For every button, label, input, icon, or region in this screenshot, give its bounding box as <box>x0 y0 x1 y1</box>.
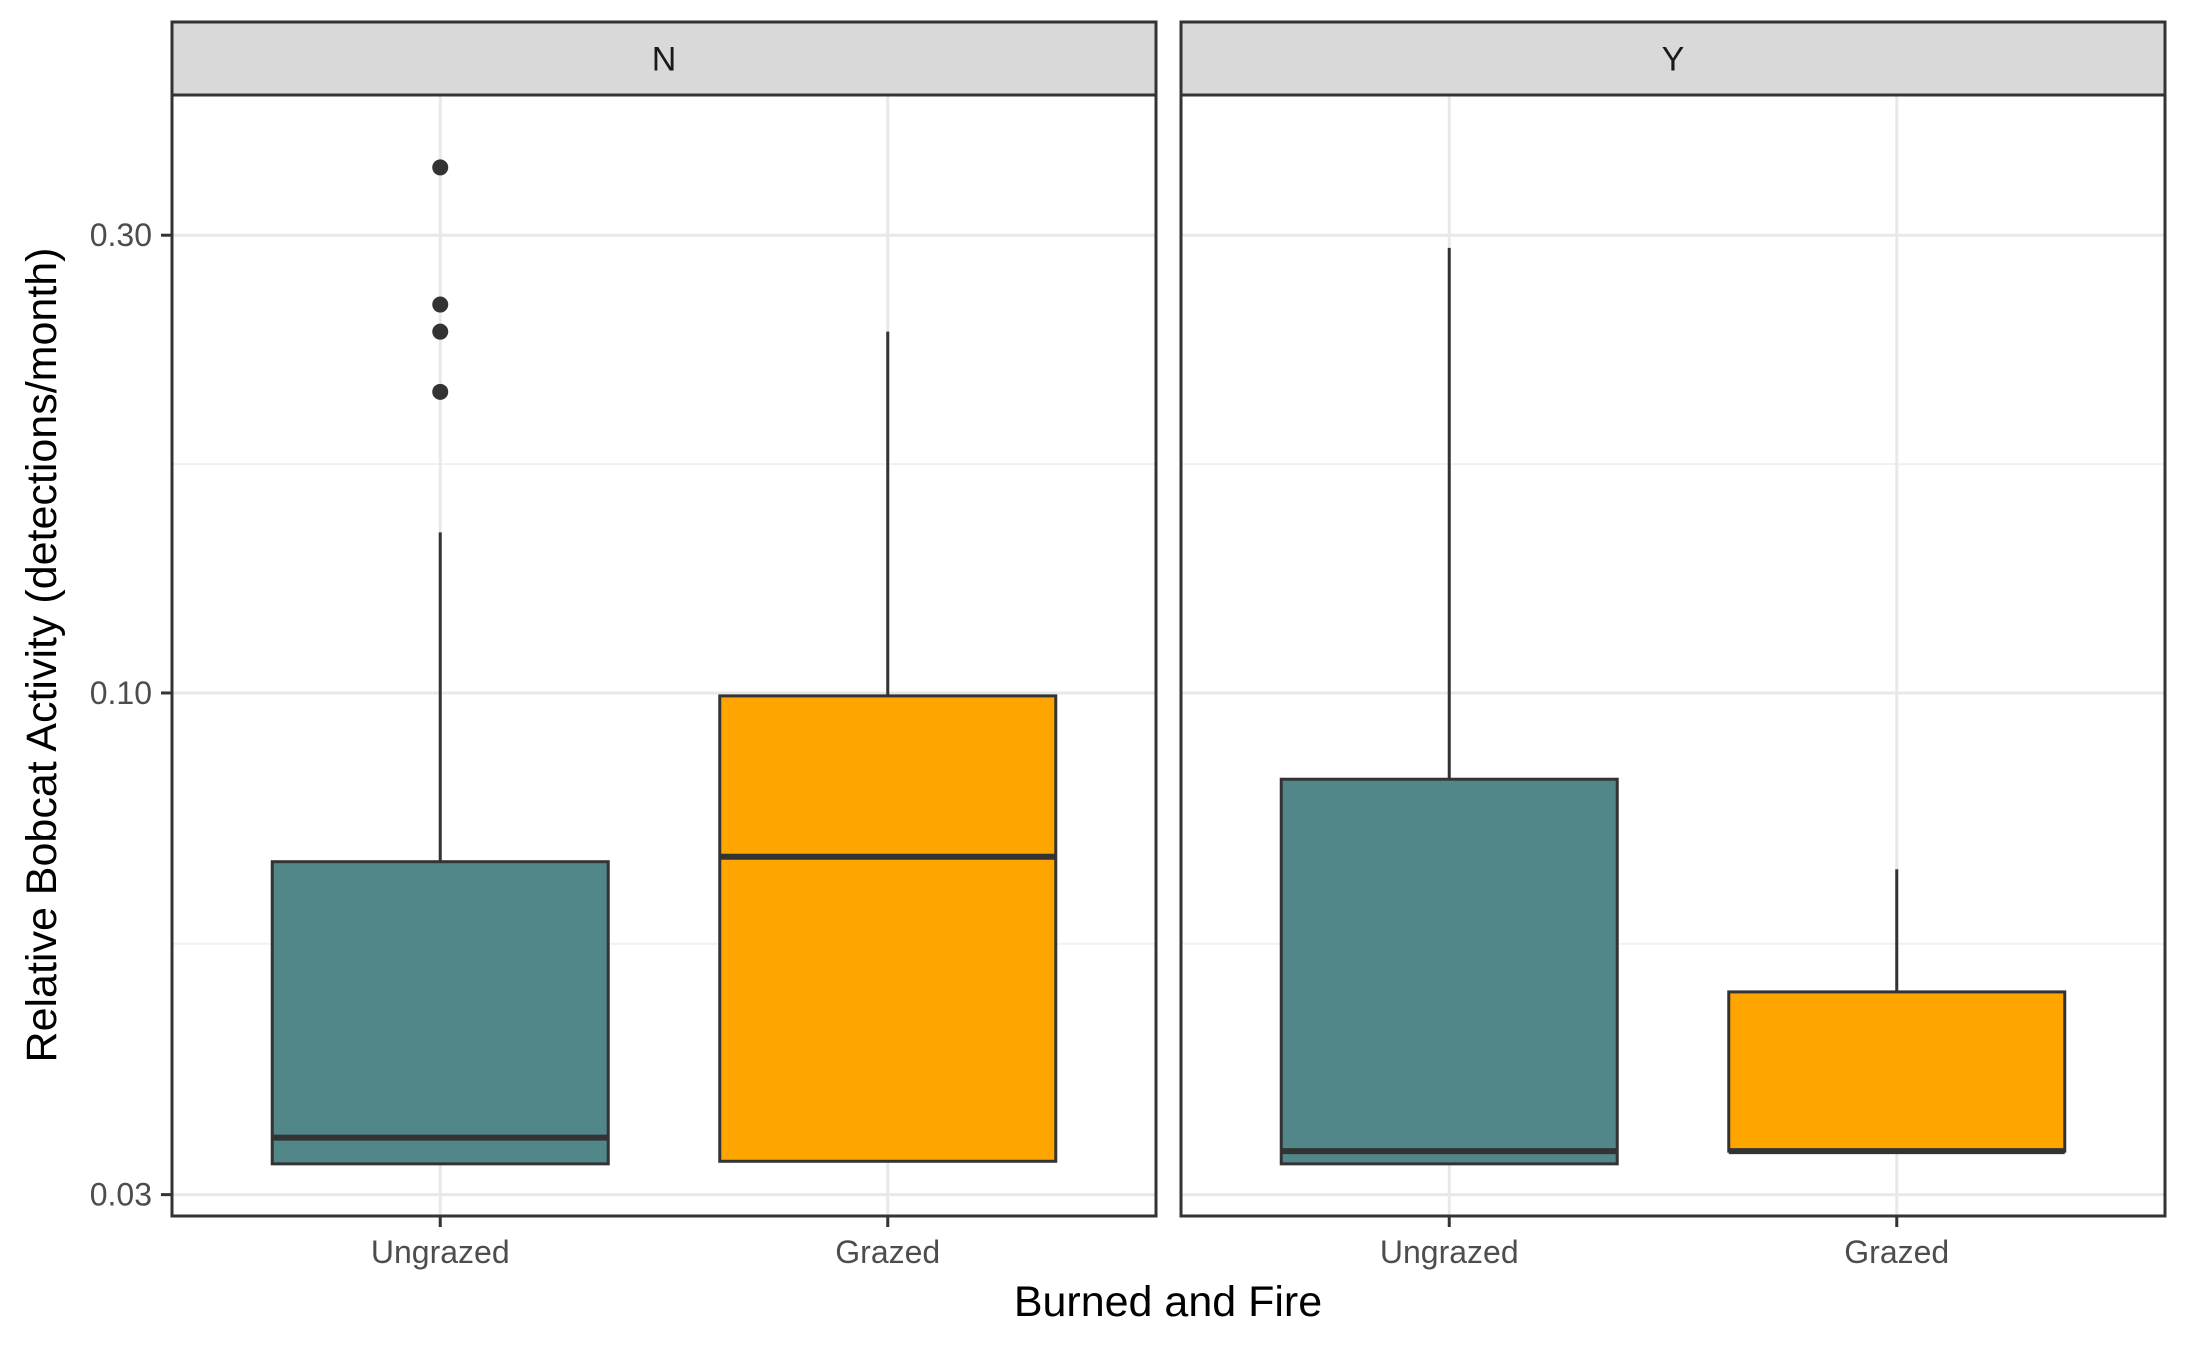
facet-y-grazed-box <box>1727 990 2067 1153</box>
facet-n-ungrazed-box-outlier-1 <box>432 296 449 313</box>
x-axis-title: Burned and Fire <box>1014 1278 1322 1326</box>
y-tick-label-0: 0.03 <box>90 1177 152 1213</box>
facet-n-grazed-box <box>718 694 1058 1163</box>
facet-n-ungrazed-box-outlier-2 <box>432 323 449 340</box>
facet-n-strip-label: N <box>652 41 677 79</box>
facet-n-ungrazed-box-outlier-3 <box>432 383 449 400</box>
facet-y-strip <box>1179 20 2167 97</box>
facet-y-ungrazed-box <box>1279 777 1619 1166</box>
facet-n-strip <box>170 20 1158 97</box>
y-tick-label-1: 0.10 <box>90 675 152 711</box>
facet-n-x-tick-label-0: Ungrazed <box>371 1234 510 1270</box>
facet-y-x-tick-label-1: Grazed <box>1844 1234 1949 1270</box>
y-tick-label-2: 0.30 <box>90 217 152 253</box>
y-axis-title: Relative Bobcat Activity (detections/mon… <box>18 248 66 1063</box>
facet-y-x-tick-label-0: Ungrazed <box>1380 1234 1519 1270</box>
facet-n-ungrazed-box <box>270 860 610 1166</box>
facet-n-ungrazed-box-outlier-0 <box>432 159 449 176</box>
facet-n-x-tick-label-1: Grazed <box>835 1234 940 1270</box>
facet-y-strip-label: Y <box>1662 41 1685 79</box>
